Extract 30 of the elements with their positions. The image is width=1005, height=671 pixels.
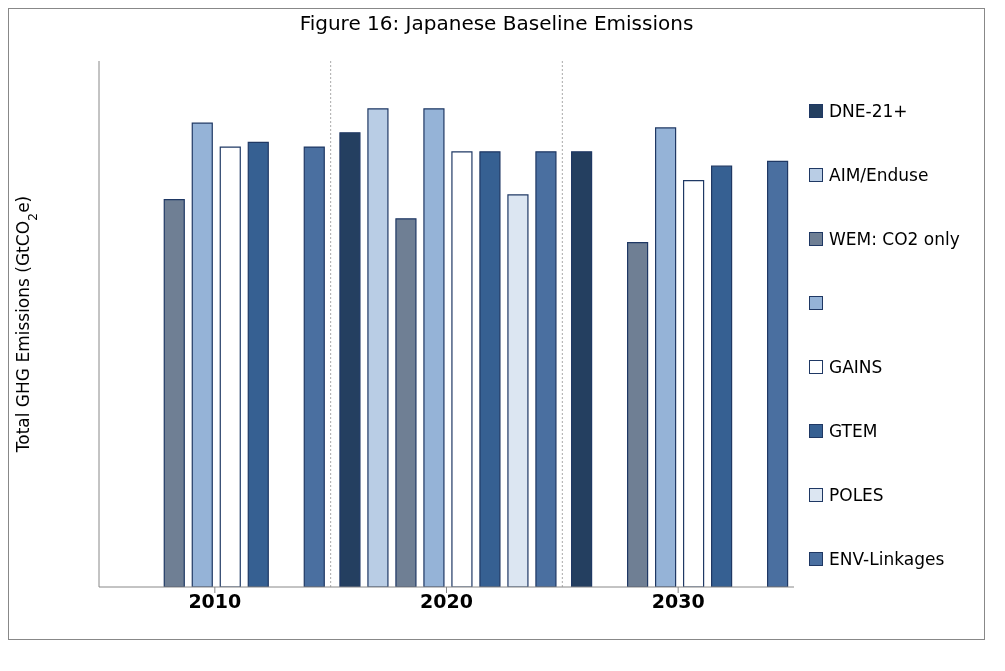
x-tick-label: 2030 — [651, 590, 705, 613]
bar — [367, 108, 389, 587]
legend-label: DNE-21+ — [829, 101, 908, 121]
bar — [507, 194, 529, 587]
bar — [655, 127, 677, 587]
bar — [627, 242, 649, 587]
bar — [303, 146, 325, 587]
legend-label: GTEM — [829, 421, 878, 441]
legend-label: WEM: CO2 only — [829, 229, 960, 249]
legend-label: GAINS — [829, 357, 883, 377]
legend-label: POLES — [829, 485, 884, 505]
chart-title: Figure 16: Japanese Baseline Emissions — [298, 10, 695, 37]
bar — [219, 146, 241, 587]
bar — [479, 151, 501, 587]
x-tick-label: 2020 — [420, 590, 473, 613]
bar — [683, 179, 705, 587]
bar — [711, 165, 733, 587]
bar — [191, 122, 213, 587]
bar — [451, 151, 473, 587]
bar — [339, 132, 361, 587]
bar — [163, 199, 185, 587]
legend-label: AIM/Enduse — [829, 165, 929, 185]
bar — [535, 151, 557, 587]
bar — [247, 141, 269, 587]
bar — [423, 108, 445, 587]
bar — [395, 218, 417, 587]
legend-label: ENV-Linkages — [829, 549, 945, 569]
bar — [767, 160, 789, 587]
x-tick-label: 2010 — [188, 590, 242, 613]
bar — [571, 151, 593, 587]
